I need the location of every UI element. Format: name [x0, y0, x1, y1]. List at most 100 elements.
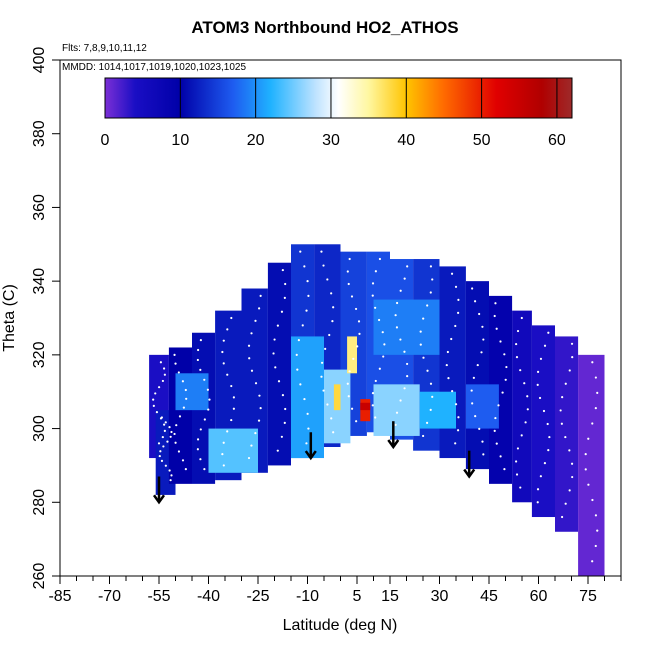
profile-point [587, 437, 590, 440]
profile-point [181, 380, 184, 383]
profile-point [564, 502, 567, 505]
profile-point [350, 407, 354, 410]
profile-point [482, 338, 485, 341]
profile-point [548, 435, 551, 439]
profile-point [169, 479, 172, 482]
profile-point [536, 501, 539, 504]
profile-point [493, 429, 496, 432]
profile-point [538, 396, 542, 400]
profile-point [596, 529, 599, 532]
profile-point [594, 514, 598, 517]
profile-point [159, 361, 162, 364]
profile-point [173, 432, 176, 436]
profile-point [568, 449, 571, 452]
profile-point [250, 332, 253, 335]
profile-point [324, 347, 327, 351]
profile-point [406, 265, 409, 268]
heatmap-cell [373, 299, 440, 355]
profile-point [445, 363, 448, 367]
profile-point [332, 431, 335, 434]
profile-point [222, 441, 225, 444]
profile-point [332, 306, 335, 309]
profile-point [283, 296, 286, 299]
flights-note: Flts: 7,8,9,10,11,12 [62, 43, 147, 54]
profile-point [429, 408, 432, 411]
profile-point [248, 357, 251, 360]
profile-point [394, 423, 397, 426]
colorbar-tick-label: 20 [247, 132, 265, 149]
profile-point [519, 486, 522, 489]
profile-point [162, 445, 165, 448]
heatmap-cell [267, 262, 291, 466]
profile-point [454, 324, 457, 328]
colorbar-tick-label: 30 [322, 132, 340, 149]
x-tick-label: -55 [147, 588, 170, 605]
profile-point [346, 270, 349, 273]
profile-point [591, 422, 594, 425]
profile-point [232, 407, 235, 410]
profile-point [181, 459, 185, 462]
profile-point [170, 430, 173, 434]
profile-point [331, 320, 334, 323]
profile-point [406, 362, 409, 366]
profile-point [347, 282, 350, 286]
profile-point [564, 435, 567, 439]
profile-point [348, 257, 351, 261]
profile-point [281, 268, 284, 272]
profile-point [473, 300, 477, 303]
profile-point [160, 416, 163, 419]
profile-point [419, 330, 422, 333]
profile-point [182, 406, 185, 409]
profile-point [482, 453, 485, 456]
profile-point [536, 383, 539, 387]
profile-point [395, 326, 399, 329]
profile-point [450, 272, 454, 275]
profile-point [520, 316, 523, 320]
profile-point [284, 282, 287, 286]
profile-point [196, 358, 199, 362]
profile-point [568, 489, 571, 492]
profile-point [221, 350, 224, 354]
profile-point [403, 350, 406, 353]
profile-point [503, 468, 506, 471]
profile-point [346, 382, 349, 385]
heatmap-cell [512, 310, 532, 503]
heatmap-cell [489, 295, 513, 484]
profile-point [276, 449, 279, 452]
profile-point [539, 357, 543, 360]
profile-point [571, 356, 574, 359]
profile-point [472, 376, 475, 379]
profile-point [174, 441, 177, 444]
profile-point [356, 345, 359, 348]
profile-point [155, 411, 159, 414]
arrow-head [387, 439, 400, 450]
y-tick-label: 380 [31, 120, 48, 147]
profile-point [505, 365, 508, 369]
profile-point [230, 316, 233, 320]
profile-point [474, 414, 477, 418]
profile-point [295, 353, 298, 356]
profile-point [330, 417, 333, 420]
profile-point [560, 422, 563, 425]
profile-point [196, 448, 199, 451]
x-tick-label: 15 [381, 588, 399, 605]
profile-point [559, 409, 562, 412]
profile-point [371, 282, 375, 285]
profile-point [546, 422, 549, 426]
profile-point [429, 382, 433, 385]
profile-point [520, 434, 523, 437]
profile-point [378, 367, 381, 370]
colorbar-tick-label: 50 [473, 132, 491, 149]
x-axis-label: Latitude (deg N) [283, 617, 398, 634]
profile-point [222, 339, 225, 342]
profile-point [164, 464, 167, 467]
profile-point [320, 375, 323, 378]
profile-point [254, 382, 258, 385]
x-tick-label: -25 [246, 588, 269, 605]
profile-point [328, 333, 331, 337]
profile-point [536, 370, 540, 373]
profile-point [499, 455, 502, 458]
profile-point [259, 407, 262, 410]
profile-point [330, 292, 333, 295]
